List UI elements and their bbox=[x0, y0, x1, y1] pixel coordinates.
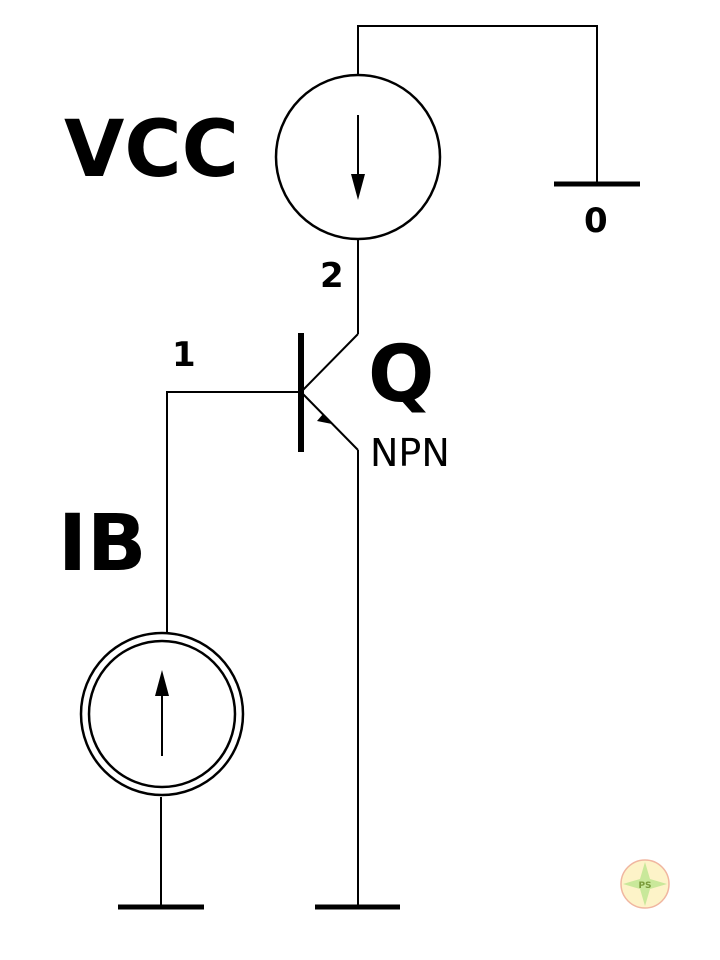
node-label-2: 2 bbox=[320, 256, 344, 296]
transistor-label: Q bbox=[368, 330, 434, 420]
transistor-model: NPN bbox=[370, 431, 450, 475]
ib-source-inner-circle bbox=[87, 639, 237, 789]
transistor-emitter-leg bbox=[300, 391, 359, 451]
emitter-arrow-icon bbox=[317, 414, 332, 424]
ib-source-outer-circle bbox=[79, 631, 245, 797]
node-label-0: 0 bbox=[584, 201, 608, 241]
vcc-source-circle bbox=[274, 73, 442, 241]
wire-vcc-to-ground0 bbox=[357, 25, 598, 183]
vcc-arrow-head-icon bbox=[351, 174, 365, 200]
wire-base-to-ib bbox=[166, 391, 301, 632]
ib-arrow-head-icon bbox=[155, 670, 169, 696]
ib-source[interactable] bbox=[79, 631, 245, 797]
wires bbox=[160, 25, 598, 906]
transistor-collector-leg bbox=[300, 333, 359, 393]
watermark-logo: PS bbox=[620, 859, 670, 909]
vcc-label: VCC bbox=[64, 105, 239, 195]
node-label-1: 1 bbox=[172, 335, 196, 375]
watermark-star-icon bbox=[623, 862, 667, 906]
ib-label: IB bbox=[58, 499, 146, 589]
transistor-q[interactable] bbox=[298, 333, 359, 452]
vcc-source[interactable] bbox=[274, 73, 442, 241]
watermark-text: PS bbox=[638, 881, 651, 891]
